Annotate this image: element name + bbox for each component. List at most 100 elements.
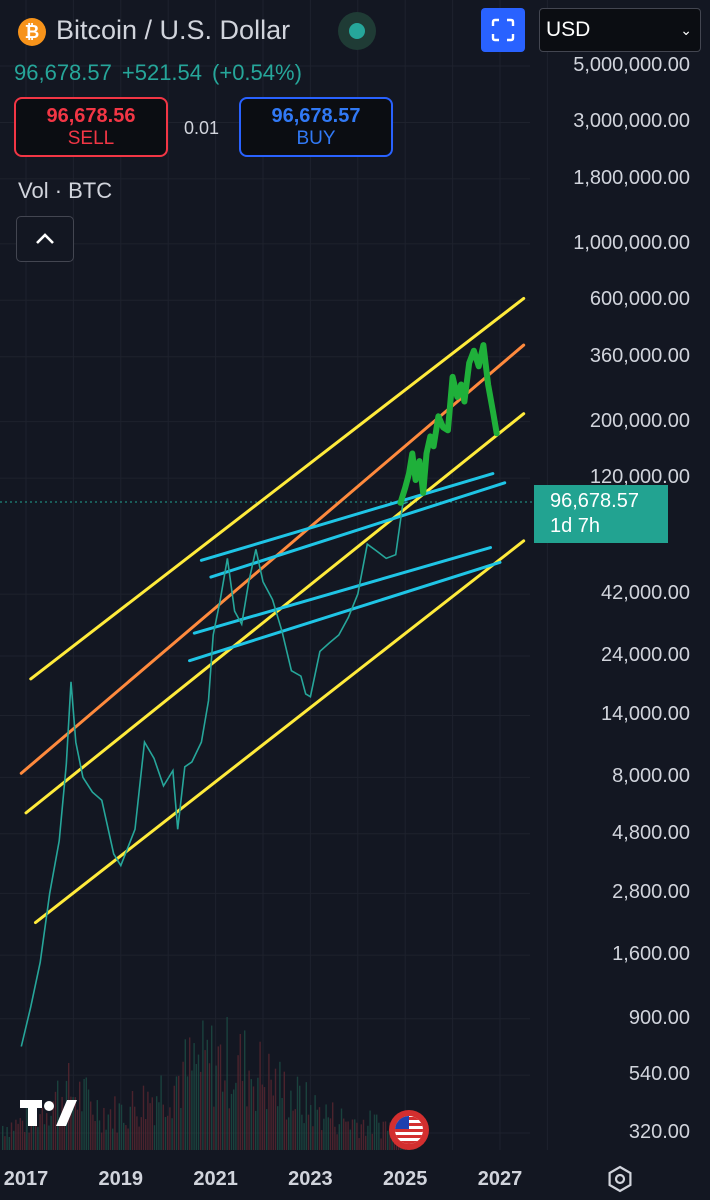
trend-line-yellow-mid[interactable] bbox=[24, 412, 526, 815]
volume-bar bbox=[46, 1113, 48, 1150]
volume-bar bbox=[354, 1119, 356, 1150]
volume-bar bbox=[257, 1077, 259, 1150]
current-price-tag: 96,678.57 1d 7h bbox=[534, 485, 668, 543]
price-tick-label: 2,800.00 bbox=[612, 881, 690, 904]
fullscreen-icon bbox=[491, 18, 515, 42]
trend-line-cyan-1[interactable] bbox=[199, 472, 495, 562]
volume-bar bbox=[136, 1116, 138, 1150]
volume-bar bbox=[142, 1085, 145, 1150]
volume-bar bbox=[312, 1126, 314, 1150]
volume-bar bbox=[277, 1106, 279, 1150]
trend-line-cyan-2[interactable] bbox=[209, 481, 507, 579]
volume-bar bbox=[182, 1061, 184, 1150]
price-tick-label: 8,000.00 bbox=[612, 765, 690, 788]
settings-icon[interactable] bbox=[606, 1165, 634, 1193]
volume-bar bbox=[189, 1037, 191, 1150]
trend-line-cyan-4[interactable] bbox=[188, 560, 502, 663]
volume-bar bbox=[266, 1109, 268, 1150]
volume-bar bbox=[235, 1082, 237, 1150]
sell-price: 96,678.56 bbox=[46, 104, 136, 127]
volume-bar bbox=[296, 1076, 299, 1150]
last-price: 96,678.57 bbox=[14, 60, 112, 85]
volume-bar bbox=[118, 1103, 120, 1150]
volume-bar bbox=[281, 1097, 283, 1150]
price-tick-label: 14,000.00 bbox=[601, 703, 690, 726]
price-tick-label: 200,000.00 bbox=[589, 409, 690, 432]
volume-bar bbox=[147, 1091, 149, 1150]
volume-bar bbox=[87, 1089, 90, 1150]
volume-bar bbox=[116, 1132, 118, 1150]
volume-bar bbox=[59, 1117, 61, 1150]
volume-bar bbox=[222, 1091, 224, 1150]
volume-bar bbox=[382, 1121, 384, 1150]
volume-bar bbox=[112, 1128, 114, 1150]
time-tick-label: 2023 bbox=[288, 1168, 333, 1190]
trend-line-cyan-3[interactable] bbox=[192, 546, 493, 635]
volume-bar bbox=[301, 1114, 303, 1150]
trend-line-yellow-lower[interactable] bbox=[33, 539, 526, 925]
forecast-path[interactable] bbox=[397, 342, 500, 506]
volume-bar bbox=[230, 1093, 233, 1150]
volume-bar bbox=[314, 1095, 316, 1150]
volume-bar bbox=[123, 1122, 125, 1150]
volume-bar bbox=[376, 1114, 378, 1150]
market-status-dot bbox=[349, 23, 365, 39]
currency-select[interactable]: USD ⌄ bbox=[539, 8, 701, 52]
volume-bar bbox=[200, 1071, 202, 1150]
price-change-percent: (+0.54%) bbox=[212, 60, 302, 85]
volume-bar bbox=[103, 1107, 105, 1150]
price-change: +521.54 bbox=[121, 60, 203, 85]
tradingview-logo[interactable] bbox=[20, 1098, 78, 1128]
market-status-indicator[interactable] bbox=[338, 12, 376, 50]
volume-bar bbox=[206, 1039, 208, 1150]
volume-bar bbox=[292, 1110, 294, 1150]
volume-bar bbox=[35, 1108, 37, 1150]
volume-bar bbox=[387, 1130, 389, 1150]
volume-bar bbox=[158, 1102, 160, 1150]
fullscreen-button[interactable] bbox=[481, 8, 525, 52]
volume-bar bbox=[305, 1082, 307, 1150]
collapse-button[interactable] bbox=[16, 216, 74, 262]
price-tick-label: 360,000.00 bbox=[589, 344, 690, 367]
volume-bar bbox=[215, 1065, 217, 1150]
volume-bar bbox=[50, 1115, 52, 1150]
volume-bar bbox=[325, 1104, 327, 1150]
symbol-title[interactable]: Bitcoin / U.S. Dollar bbox=[56, 15, 291, 45]
volume-bar bbox=[283, 1071, 285, 1150]
volume-bar bbox=[10, 1122, 13, 1150]
buy-button[interactable]: 96,678.57 BUY bbox=[239, 97, 393, 157]
chevron-up-icon bbox=[36, 233, 54, 244]
volume-bar bbox=[237, 1055, 239, 1150]
volume-bar bbox=[54, 1091, 57, 1150]
volume-bar bbox=[263, 1087, 266, 1150]
us-flag-icon[interactable] bbox=[389, 1110, 429, 1150]
volume-bar bbox=[184, 1039, 186, 1150]
volume-indicator-label[interactable]: Vol · BTC bbox=[18, 178, 113, 203]
price-tick-label: 24,000.00 bbox=[601, 643, 690, 666]
sell-button[interactable]: 96,678.56 SELL bbox=[14, 97, 168, 157]
volume-bar bbox=[274, 1068, 277, 1150]
volume-bar bbox=[140, 1117, 142, 1150]
volume-bar bbox=[4, 1136, 6, 1150]
time-tick-label: 2021 bbox=[193, 1168, 238, 1190]
trend-line-yellow-upper[interactable] bbox=[29, 296, 526, 681]
volume-bar bbox=[360, 1124, 362, 1150]
volume-bar bbox=[81, 1111, 83, 1150]
volume-bar bbox=[94, 1121, 96, 1150]
volume-bar bbox=[334, 1126, 336, 1150]
volume-bar bbox=[272, 1095, 274, 1150]
volume-bar bbox=[244, 1030, 246, 1150]
volume-bar bbox=[219, 1044, 222, 1150]
volume-bar bbox=[17, 1123, 19, 1150]
volume-bar bbox=[39, 1114, 41, 1150]
volume-bar bbox=[307, 1114, 310, 1150]
volume-bar bbox=[373, 1114, 376, 1150]
volume-bar bbox=[204, 1050, 206, 1150]
volume-bar bbox=[321, 1130, 323, 1150]
volume-bar bbox=[30, 1102, 32, 1150]
volume-bar bbox=[241, 1080, 244, 1150]
volume-bar bbox=[92, 1114, 94, 1150]
volume-bar bbox=[153, 1125, 156, 1150]
volume-bar bbox=[127, 1128, 129, 1150]
